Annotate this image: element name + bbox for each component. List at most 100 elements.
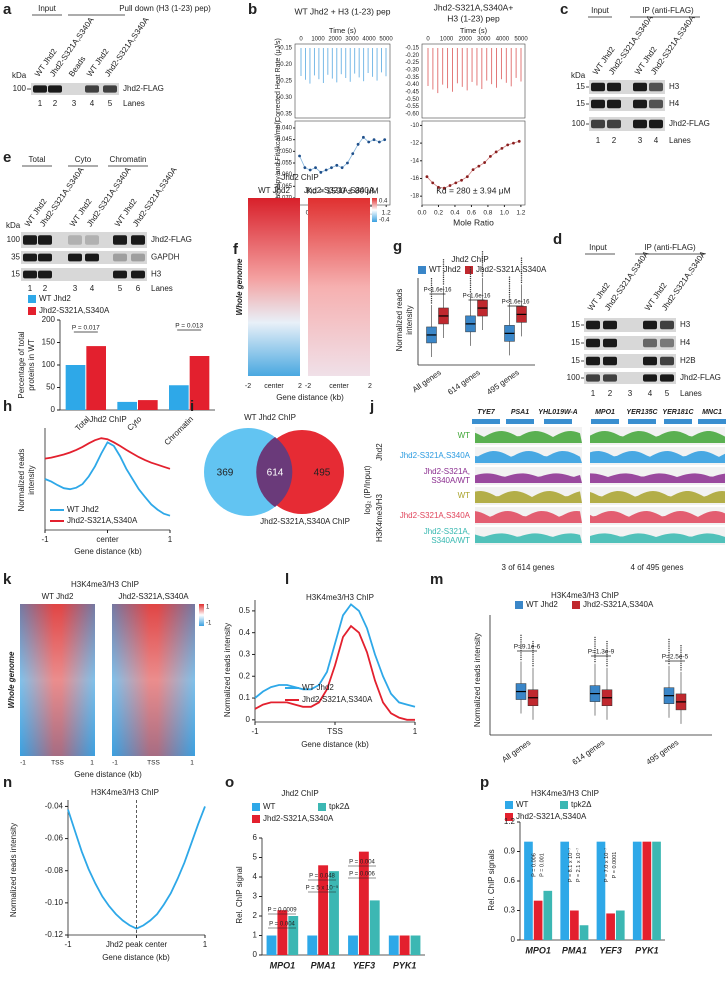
label: Rel. ChIP signal	[235, 866, 244, 923]
outlier	[508, 296, 511, 298]
outlier	[606, 654, 608, 656]
track	[590, 451, 725, 463]
y-tick-label: 0.6	[504, 876, 516, 885]
legend-swatch	[28, 307, 36, 315]
legend-swatch	[418, 266, 426, 274]
lane-number: 4	[654, 136, 659, 145]
label: P = 0.004	[349, 860, 375, 866]
outlier	[481, 251, 484, 253]
outlier	[481, 253, 484, 255]
label: P = 0.004	[269, 922, 295, 928]
y-tick-label: -18	[410, 194, 419, 200]
y-tick-label: 0.3	[504, 906, 516, 915]
outlier	[532, 643, 534, 645]
bar	[596, 841, 606, 940]
label: Rel. ChIP signals	[487, 849, 496, 910]
label: Whole genome	[7, 651, 16, 708]
label: -0.35	[278, 112, 292, 118]
outlier	[520, 656, 522, 659]
band	[607, 119, 621, 129]
label: center	[329, 383, 349, 390]
band-label: H3	[680, 320, 691, 329]
outlier	[594, 656, 596, 658]
lane-number: 3	[72, 99, 77, 108]
bar	[399, 935, 410, 955]
outlier	[442, 278, 445, 281]
band	[643, 374, 657, 382]
band	[23, 235, 37, 245]
lane-number: 4	[90, 99, 95, 108]
label: P=1.3e-9	[588, 649, 615, 656]
panel-letter: k	[3, 571, 12, 588]
bar	[388, 935, 399, 955]
y-tick-label: 0.5	[239, 606, 251, 615]
outlier	[469, 271, 472, 273]
kda: kDa	[6, 221, 21, 230]
outlier	[520, 658, 522, 661]
label: 0	[299, 37, 303, 43]
point	[346, 161, 349, 165]
outlier	[668, 649, 670, 652]
outlier	[520, 261, 523, 264]
label: Normalized reads	[395, 289, 404, 352]
outlier	[520, 634, 522, 637]
legend-label: Jhd2-S321A,S340A	[476, 265, 547, 274]
outlier	[532, 658, 534, 660]
label: Whole genome	[235, 258, 244, 315]
outlier	[469, 282, 472, 284]
bar	[570, 910, 579, 940]
point	[448, 184, 452, 187]
label: YEF3	[353, 960, 376, 970]
label: 4000	[496, 37, 510, 43]
marker: 15	[11, 270, 20, 279]
legend-label: WT Jhd2	[526, 600, 558, 609]
label: TSS	[51, 760, 64, 767]
outlier	[442, 267, 445, 270]
lane-label: Jhd2-S321A,S340A	[603, 249, 651, 312]
label: P = 5 x 10⁻⁵	[306, 885, 339, 892]
kda: kDa	[12, 71, 27, 80]
x-tick-label: Jhd2 peak center	[106, 940, 168, 949]
lane-number: 2	[43, 284, 48, 293]
outlier	[520, 270, 523, 273]
legend-swatch	[505, 801, 513, 809]
label: Time (s)	[460, 26, 488, 35]
marker: 100	[13, 84, 27, 93]
x-tick-label: 1.0	[500, 210, 509, 217]
track	[475, 451, 582, 463]
band	[603, 320, 617, 330]
label: -0.15	[405, 46, 419, 52]
bar	[189, 356, 210, 410]
band	[591, 99, 605, 109]
legend-label: WT	[263, 802, 276, 811]
track	[590, 511, 725, 523]
y-tick-label: -0.040	[275, 126, 293, 132]
y-tick-label: 0.4	[239, 628, 251, 637]
outlier	[430, 286, 433, 289]
outlier	[442, 270, 445, 272]
band-label: H3	[151, 270, 162, 279]
outlier	[520, 641, 522, 643]
outlier	[668, 640, 670, 643]
y-label: Corrected Heat Rate (μJ/s)	[275, 38, 282, 122]
bar	[117, 401, 137, 410]
legend-swatch	[252, 803, 260, 811]
point	[425, 175, 429, 179]
band	[633, 99, 647, 109]
label: H3K4me3/H3 ChIP	[306, 593, 374, 602]
label: P = 0.001	[540, 853, 546, 877]
outlier	[680, 647, 682, 649]
outlier	[520, 268, 523, 270]
heatmap-shade	[112, 604, 195, 756]
outlier	[430, 289, 433, 291]
label: Chromatin	[110, 155, 147, 164]
line	[67, 806, 206, 930]
panel-letter: h	[3, 398, 12, 415]
legend-label: Jhd2-S321A,S340A	[302, 695, 373, 704]
outlier	[668, 658, 670, 660]
label: Jhd2	[375, 443, 384, 461]
label: Jhd2 ChIP	[89, 415, 126, 424]
marker: 15	[576, 99, 585, 108]
lane-number: 5	[118, 284, 123, 293]
label: H3K4me3/H3 ChIP	[551, 591, 619, 600]
